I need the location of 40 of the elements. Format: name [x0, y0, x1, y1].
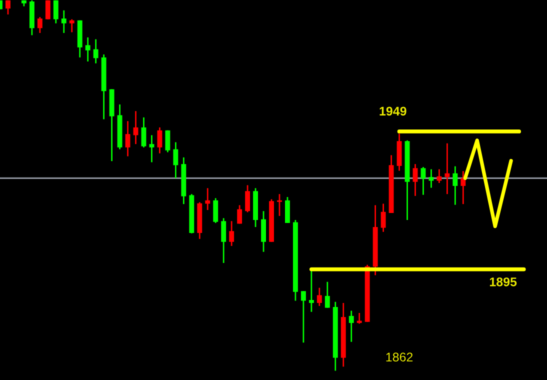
candlestick: [149, 134, 154, 163]
text: 1895: [490, 277, 517, 286]
annotation: 1862: [386, 352, 413, 362]
candlestick: [69, 18, 74, 33]
candlestick: [125, 120, 130, 157]
candlestick: [245, 184, 250, 213]
candlestick: [348, 310, 354, 343]
candlestick: [308, 268, 314, 313]
candlestick: [221, 217, 226, 264]
candlestick: [37, 16, 42, 34]
candlestick: [444, 142, 450, 195]
candlestick: [173, 142, 178, 179]
candlestick: [324, 281, 330, 308]
candlestick: [460, 170, 466, 205]
candlestick: [380, 203, 386, 233]
candlestick: [428, 168, 434, 188]
candlestick: [85, 36, 90, 62]
annotation: 1949: [380, 106, 406, 116]
candlestick: [452, 166, 458, 206]
candlestick: [157, 126, 162, 154]
candlestick: [436, 168, 442, 184]
candlestick: [205, 187, 210, 211]
candlestick: [141, 116, 146, 148]
candlestick: [277, 193, 282, 217]
candlestick: [229, 220, 234, 247]
candlestick: [237, 204, 242, 224]
candlestick: [300, 290, 306, 344]
candlestick: [316, 287, 322, 307]
candlestick: [165, 130, 170, 153]
candlestick: [356, 312, 362, 324]
candlestick: [213, 197, 218, 224]
candlestick: [6, 0, 10, 16]
candlestick: [53, 0, 58, 24]
candlestick: [61, 10, 66, 34]
candlestick: [261, 210, 266, 253]
candlestick: [412, 163, 418, 197]
candlestick: [45, 0, 50, 20]
candlestick: [285, 196, 290, 224]
candlestick: [420, 166, 426, 196]
candlestick: [93, 38, 98, 64]
